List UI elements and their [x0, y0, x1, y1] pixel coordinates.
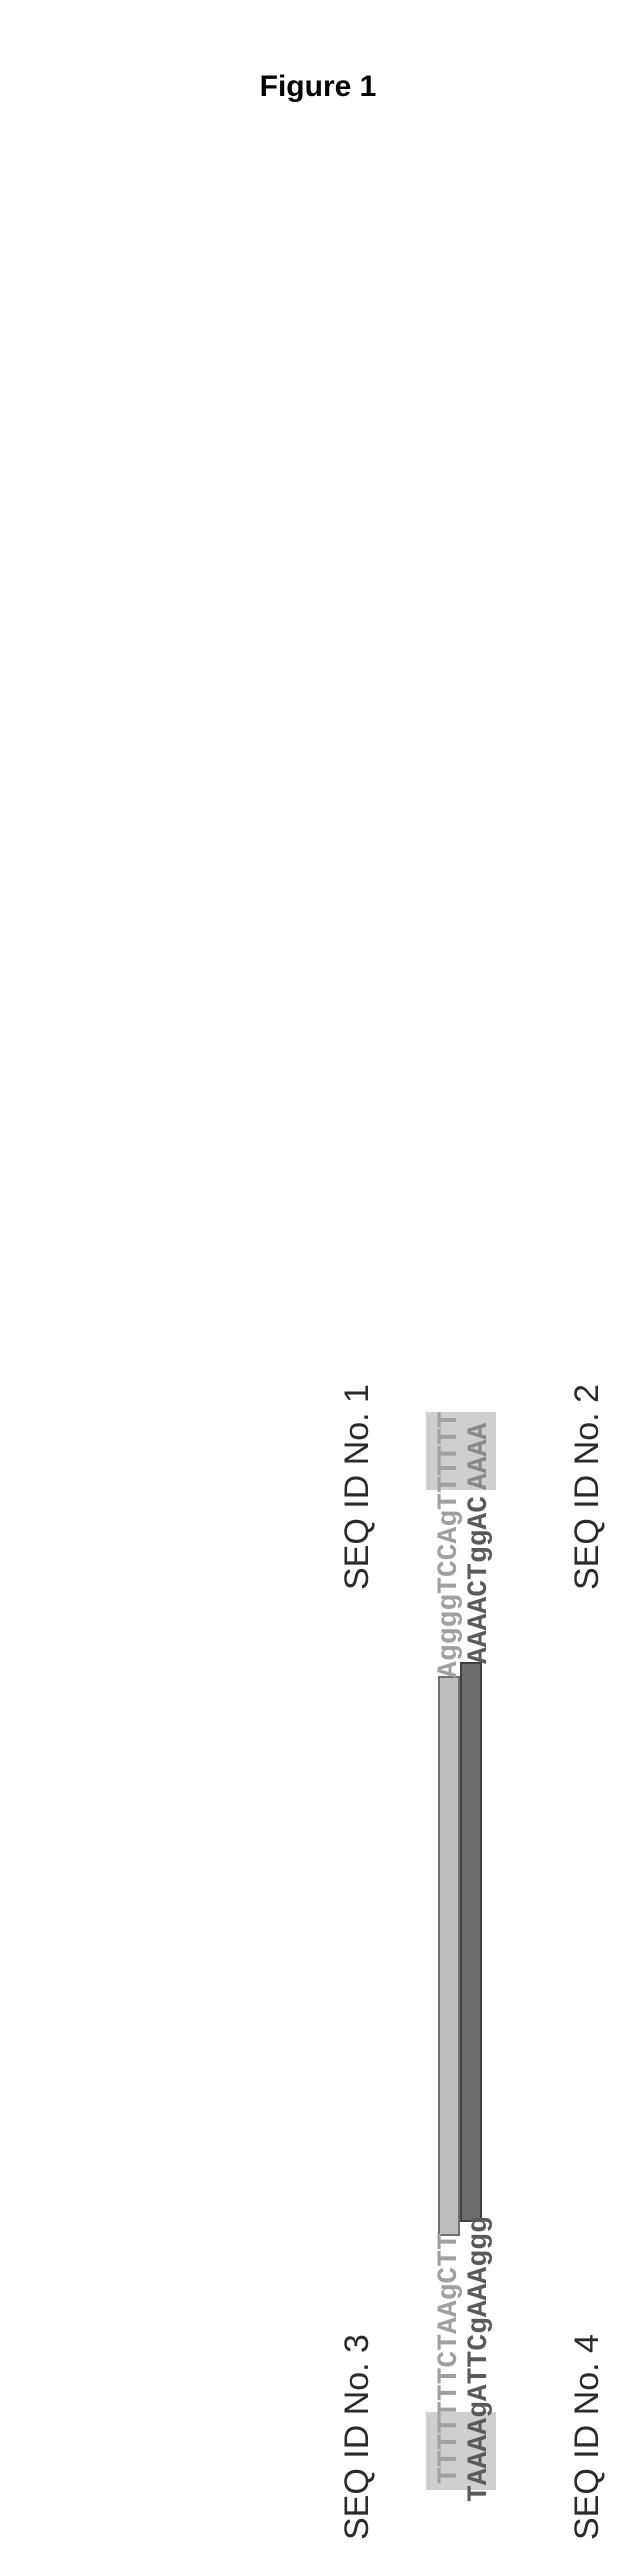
- seq-id-4-label: SEQ ID No. 4: [568, 2334, 607, 2540]
- sequence-diagram: SEQ ID No. 3 SEQ ID No. 1 SEQ ID No. 4 S…: [168, 1350, 636, 2550]
- top-strand-bar: [438, 1676, 460, 2236]
- figure-page: Figure 1 SEQ ID No. 3 SEQ ID No. 1 SEQ I…: [0, 0, 636, 2407]
- figure-title: Figure 1: [260, 70, 377, 104]
- seq-id-2-label: SEQ ID No. 2: [568, 1384, 607, 1590]
- top-left-overhang-suffix: TTTCTAAgCTT: [434, 2233, 465, 2418]
- top-left-overhang-prefix: TTTT: [434, 2417, 465, 2484]
- rotated-diagram-group: SEQ ID No. 3 SEQ ID No. 1 SEQ ID No. 4 S…: [468, 1350, 636, 1950]
- bottom-right-overhang-suffix: AAAA: [464, 1423, 495, 1490]
- bottom-right-overhang-prefix: AAAACTggAC: [464, 1496, 495, 1664]
- seq-id-3-label: SEQ ID No. 3: [338, 2334, 377, 2540]
- seq-id-1-label: SEQ ID No. 1: [338, 1384, 377, 1590]
- bottom-strand-bar: [460, 1662, 482, 2222]
- bottom-left-overhang: TAAAAgATTCgAAAggg: [464, 2216, 495, 2502]
- top-right-overhang: AggggTCCAgTTT: [434, 1460, 465, 1678]
- top-right-overhang-tail: TTT: [434, 1412, 465, 1462]
